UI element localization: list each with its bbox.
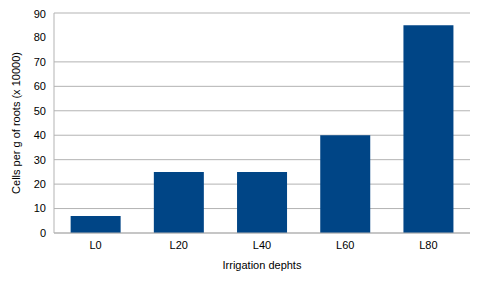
svg-text:L20: L20 — [170, 239, 188, 251]
svg-text:90: 90 — [34, 8, 46, 20]
svg-text:Irrigation dephts: Irrigation dephts — [223, 259, 302, 271]
svg-text:10: 10 — [34, 202, 46, 214]
svg-text:50: 50 — [34, 105, 46, 117]
svg-text:20: 20 — [34, 178, 46, 190]
svg-text:60: 60 — [34, 80, 46, 92]
svg-text:L40: L40 — [253, 239, 271, 251]
svg-text:80: 80 — [34, 31, 46, 43]
svg-text:30: 30 — [34, 154, 46, 166]
svg-text:Cells per g of roots (x 10000): Cells per g of roots (x 10000) — [10, 52, 22, 194]
svg-text:L60: L60 — [336, 239, 354, 251]
svg-text:L80: L80 — [419, 239, 437, 251]
svg-text:L0: L0 — [89, 239, 101, 251]
svg-text:40: 40 — [34, 129, 46, 141]
svg-text:70: 70 — [34, 56, 46, 68]
svg-text:0: 0 — [40, 227, 46, 239]
